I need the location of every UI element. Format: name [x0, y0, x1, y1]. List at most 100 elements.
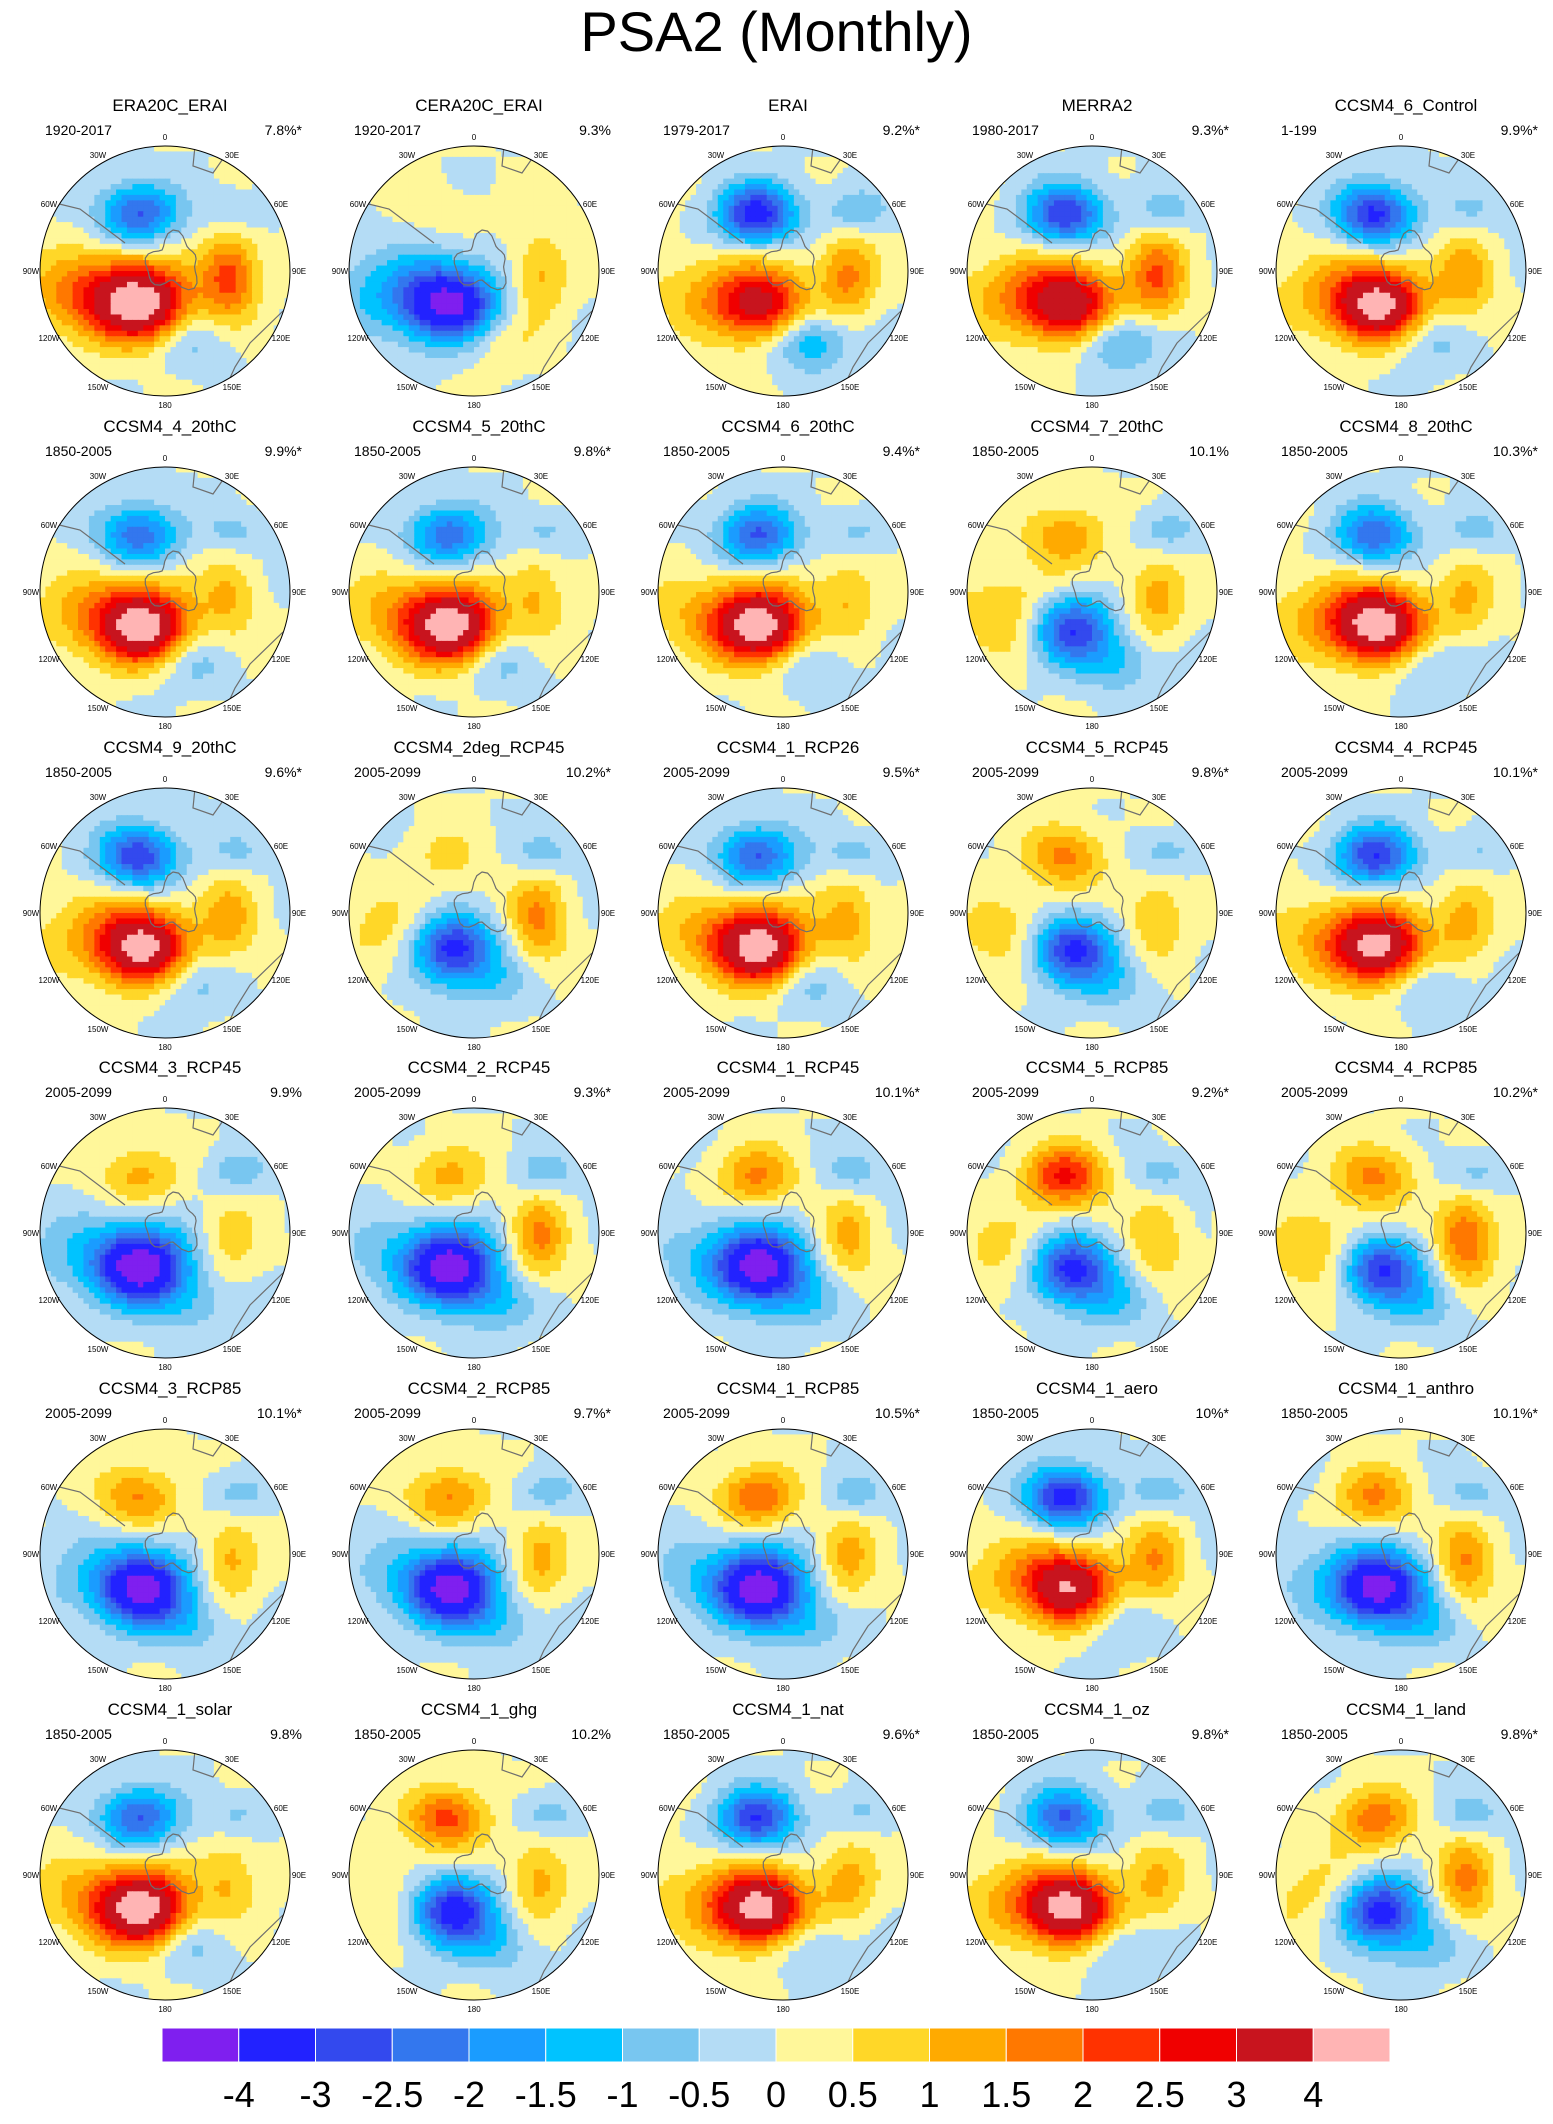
longitude-label: 30E	[1461, 1755, 1475, 1764]
longitude-label: 0	[472, 1737, 477, 1746]
longitude-label: 60W	[659, 521, 676, 530]
map-panel: CCSM4_1_solar 1850-2005 9.8% 0 30E 60E 90E 120E…	[20, 1700, 320, 2018]
longitude-label: 120W	[39, 1296, 60, 1305]
longitude-label: 180	[467, 1684, 481, 1693]
longitude-label: 30E	[1461, 793, 1475, 802]
longitude-label: 150E	[841, 1666, 860, 1675]
longitude-label: 120W	[657, 655, 678, 664]
longitude-label: 90W	[950, 588, 967, 597]
longitude-label: 60E	[583, 1162, 597, 1171]
longitude-label: 180	[158, 2005, 172, 2014]
contour-field	[658, 1750, 909, 2001]
longitude-label: 30W	[399, 151, 416, 160]
contour-field	[349, 467, 600, 718]
colorbar-tick-label: -1	[606, 2075, 638, 2115]
longitude-label: 90E	[292, 1871, 306, 1880]
longitude-label: 30E	[225, 1755, 239, 1764]
longitude-label: 90W	[1259, 588, 1276, 597]
longitude-label: 0	[1399, 1737, 1404, 1746]
longitude-label: 150E	[841, 1345, 860, 1354]
longitude-label: 150W	[706, 1987, 727, 1996]
longitude-label: 150E	[841, 1025, 860, 1034]
longitude-label: 150W	[88, 1666, 109, 1675]
panel-title: CCSM4_9_20thC	[20, 738, 320, 758]
longitude-label: 0	[1399, 1416, 1404, 1425]
longitude-label: 180	[1085, 722, 1099, 731]
longitude-label: 120E	[272, 976, 291, 985]
longitude-label: 60E	[583, 1804, 597, 1813]
longitude-label: 90W	[1259, 1550, 1276, 1559]
colorbar-tick-label: -4	[223, 2075, 255, 2115]
longitude-label: 30E	[1461, 1434, 1475, 1443]
longitude-label: 60W	[1277, 521, 1294, 530]
contour-field	[349, 1108, 600, 1359]
longitude-label: 180	[467, 722, 481, 731]
longitude-label: 60E	[1201, 1804, 1215, 1813]
contour-field	[40, 788, 291, 1039]
longitude-label: 90E	[1528, 1229, 1542, 1238]
contour-field	[658, 467, 909, 718]
longitude-label: 150E	[223, 383, 242, 392]
contour-field	[40, 1750, 291, 2001]
longitude-label: 120E	[272, 1296, 291, 1305]
longitude-label: 60W	[659, 842, 676, 851]
longitude-label: 60W	[968, 521, 985, 530]
longitude-label: 150E	[1459, 1345, 1478, 1354]
longitude-label: 150E	[841, 383, 860, 392]
longitude-label: 90W	[641, 1229, 658, 1238]
longitude-label: 60E	[1510, 842, 1524, 851]
contour-field	[658, 146, 909, 397]
longitude-label: 180	[776, 2005, 790, 2014]
longitude-label: 180	[467, 1363, 481, 1372]
longitude-label: 120W	[657, 334, 678, 343]
longitude-label: 180	[1085, 401, 1099, 410]
longitude-label: 150E	[841, 704, 860, 713]
longitude-label: 60W	[350, 1162, 367, 1171]
contour-field	[349, 1750, 600, 2001]
longitude-label: 180	[776, 1684, 790, 1693]
longitude-label: 90W	[23, 588, 40, 597]
longitude-label: 60E	[892, 1804, 906, 1813]
longitude-label: 180	[467, 1043, 481, 1052]
panel-title: ERAI	[638, 96, 938, 116]
longitude-label: 60E	[1201, 842, 1215, 851]
longitude-label: 90W	[332, 588, 349, 597]
longitude-label: 60E	[274, 200, 288, 209]
longitude-label: 120W	[39, 334, 60, 343]
longitude-label: 0	[781, 775, 786, 784]
longitude-label: 30W	[90, 151, 107, 160]
colorbar-tick-label: 2	[1073, 2075, 1093, 2115]
colorbar-tick-label: -3	[299, 2075, 331, 2115]
map-panel: CCSM4_1_aero 1850-2005 10%* 0 30E 60E 90E 120E 1…	[947, 1379, 1247, 1697]
longitude-label: 180	[776, 1043, 790, 1052]
longitude-label: 150W	[706, 1666, 727, 1675]
longitude-label: 30W	[399, 1434, 416, 1443]
longitude-label: 60W	[350, 842, 367, 851]
longitude-label: 60W	[659, 1162, 676, 1171]
longitude-label: 60W	[968, 842, 985, 851]
panel-title: CCSM4_6_Control	[1256, 96, 1553, 116]
longitude-label: 0	[472, 775, 477, 784]
longitude-label: 90E	[292, 1550, 306, 1559]
longitude-label: 120W	[966, 976, 987, 985]
map-panel: CCSM4_3_RCP85 2005-2099 10.1%* 0 30E 60E 90E 12…	[20, 1379, 320, 1697]
longitude-label: 120W	[1275, 976, 1296, 985]
longitude-label: 120E	[581, 334, 600, 343]
contour-field	[967, 788, 1218, 1039]
panel-title: CCSM4_8_20thC	[1256, 417, 1553, 437]
longitude-label: 150W	[1015, 1666, 1036, 1675]
longitude-label: 30W	[399, 1113, 416, 1122]
contour-field	[1276, 146, 1527, 397]
longitude-label: 90W	[332, 909, 349, 918]
map-panel: CCSM4_1_nat 1850-2005 9.6%* 0 30E 60E 90E 120E 1…	[638, 1700, 938, 2018]
longitude-label: 0	[163, 133, 168, 142]
longitude-label: 120E	[1508, 1296, 1527, 1305]
longitude-label: 90E	[910, 909, 924, 918]
longitude-label: 60W	[350, 521, 367, 530]
